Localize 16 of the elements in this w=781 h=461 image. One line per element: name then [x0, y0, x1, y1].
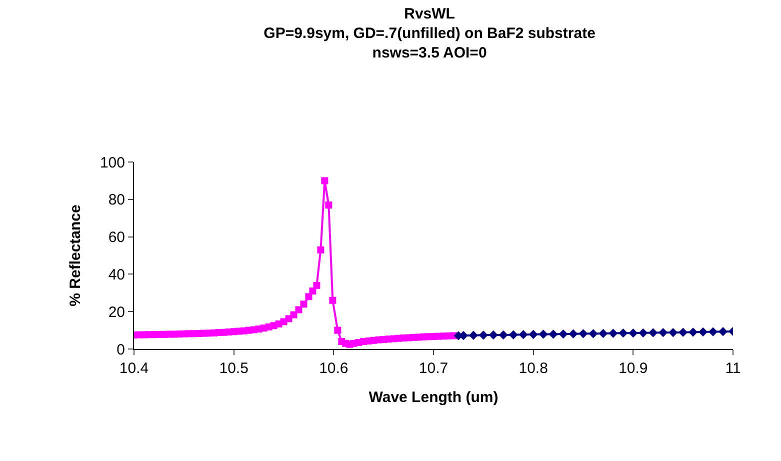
x-tick-label: 10.5 [219, 360, 248, 377]
y-tick-label: 40 [108, 266, 125, 284]
x-tick-label: 10.9 [618, 360, 648, 377]
x-axis-title: Wave Length (um) [368, 389, 498, 406]
x-tick-label: 10.7 [418, 360, 448, 377]
x-tick-label: 10.6 [319, 360, 348, 377]
x-tick-label: 11 [725, 360, 741, 377]
y-tick-label: 0 [116, 341, 125, 358]
y-axis-title: % Reflectance [67, 204, 84, 306]
y-tick-label: 100 [100, 154, 125, 172]
y-tick-label: 60 [108, 229, 125, 246]
y-tick-label: 20 [108, 304, 125, 321]
y-tick-label: 80 [108, 192, 125, 209]
x-tick-label: 10.4 [119, 360, 149, 377]
x-tick-label: 10.8 [518, 360, 548, 377]
chart-title: RvsWL GP=9.9sym, GD=.7(unfilled) on BaF2 substrate nsws=3.5 AOI=0 [264, 5, 596, 62]
